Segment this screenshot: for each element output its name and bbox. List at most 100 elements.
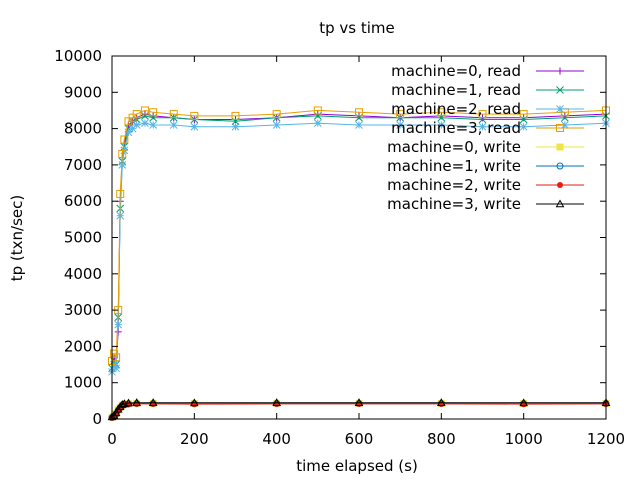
legend-marker: [556, 105, 564, 113]
data-point: [519, 110, 528, 119]
series-line: [111, 113, 607, 365]
data-point: [124, 398, 133, 407]
legend-label: machine=2, write: [387, 176, 521, 194]
x-tick-label: 600: [345, 430, 374, 448]
y-tick-label: 8000: [64, 120, 102, 138]
data-point: [149, 121, 158, 129]
legend-label: machine=3, read: [391, 119, 521, 137]
data-point: [113, 404, 123, 413]
series-line: [111, 122, 607, 372]
x-axis-label: time elapsed (s): [296, 457, 418, 475]
legend-marker: [557, 182, 563, 188]
data-point: [140, 106, 149, 115]
data-point: [107, 412, 117, 421]
data-point: [354, 398, 364, 406]
x-tick-label: 0: [107, 430, 117, 448]
legend-marker: [556, 67, 564, 75]
data-point: [112, 353, 121, 362]
data-point: [118, 161, 127, 169]
chart-title: tp vs time: [319, 19, 395, 37]
data-point: [190, 122, 199, 131]
y-tick-label: 7000: [64, 156, 102, 174]
data-point: [272, 398, 282, 406]
data-point: [478, 122, 487, 131]
data-point: [519, 398, 529, 407]
data-point: [355, 121, 363, 129]
data-point: [128, 124, 137, 133]
data-point: [190, 111, 199, 120]
y-tick-label: 10000: [54, 47, 102, 65]
legend-marker: [556, 162, 564, 170]
series-3: [108, 119, 610, 376]
data-point: [141, 119, 149, 128]
y-tick-label: 3000: [64, 301, 102, 319]
y-tick-label: 6000: [64, 192, 102, 210]
legend-marker: [556, 143, 564, 151]
y-tick-label: 4000: [64, 265, 102, 283]
data-point: [149, 108, 158, 117]
data-point: [478, 110, 487, 119]
y-tick-label: 9000: [64, 83, 102, 101]
x-tick-label: 200: [180, 430, 209, 448]
data-point: [116, 189, 125, 198]
x-tick-label: 1000: [505, 430, 543, 448]
data-point: [120, 142, 129, 151]
legend-label: machine=0, read: [391, 62, 521, 80]
plot-area: [107, 106, 611, 422]
data-point: [560, 121, 569, 129]
plot-border: [111, 55, 607, 420]
data-point: [132, 110, 141, 119]
y-tick-label: 0: [92, 410, 102, 428]
legend-label: machine=2, read: [391, 100, 521, 118]
legend-entry: machine=2, read: [391, 100, 584, 118]
series-line: [111, 109, 607, 362]
data-point: [112, 364, 120, 373]
data-point: [117, 399, 127, 408]
legend-entry: machine=3, write: [387, 195, 584, 213]
data-point: [231, 122, 240, 131]
x-tick-label: 800: [427, 430, 456, 448]
legend-marker: [556, 86, 564, 94]
legend-label: machine=1, write: [387, 157, 521, 175]
data-point: [132, 121, 141, 129]
legend-label: machine=0, write: [387, 138, 521, 156]
legend-marker: [556, 124, 564, 132]
data-point: [132, 398, 142, 406]
data-point: [396, 110, 405, 119]
y-axis-label: tp (txn/sec): [8, 195, 26, 281]
data-point: [437, 121, 446, 129]
data-point: [396, 121, 405, 129]
y-tick-label: 5000: [64, 229, 102, 247]
x-tick-label: 1200: [587, 430, 625, 448]
series-line: [111, 115, 607, 369]
legend-entry: machine=1, read: [391, 81, 584, 99]
data-point: [169, 110, 178, 119]
legend-marker: [555, 199, 565, 208]
legend-entry: machine=1, write: [387, 157, 584, 175]
data-point: [189, 398, 199, 407]
y-tick-label: 1000: [64, 374, 102, 392]
data-point: [313, 106, 322, 115]
axes: 0 200 400 600 800 1000 1200 0 1000 2000 3000 4000 50…: [54, 47, 625, 448]
x-tick-label: 400: [262, 430, 291, 448]
legend-entry: machine=2, write: [387, 176, 584, 194]
series-2: [108, 112, 610, 373]
data-point: [437, 108, 446, 117]
data-point: [231, 111, 240, 120]
data-point: [436, 398, 446, 406]
data-point: [355, 108, 363, 117]
data-point: [169, 121, 178, 129]
data-point: [519, 122, 528, 131]
data-point: [148, 398, 158, 406]
data-point: [124, 128, 133, 137]
y-tick-label: 2000: [64, 337, 102, 355]
data-point: [272, 121, 281, 129]
legend-label: machine=1, read: [391, 81, 521, 99]
series-4: [108, 106, 610, 365]
legend-entry: machine=0, read: [391, 62, 584, 80]
data-point: [313, 119, 322, 128]
data-point: [120, 135, 129, 144]
data-point: [272, 110, 281, 119]
